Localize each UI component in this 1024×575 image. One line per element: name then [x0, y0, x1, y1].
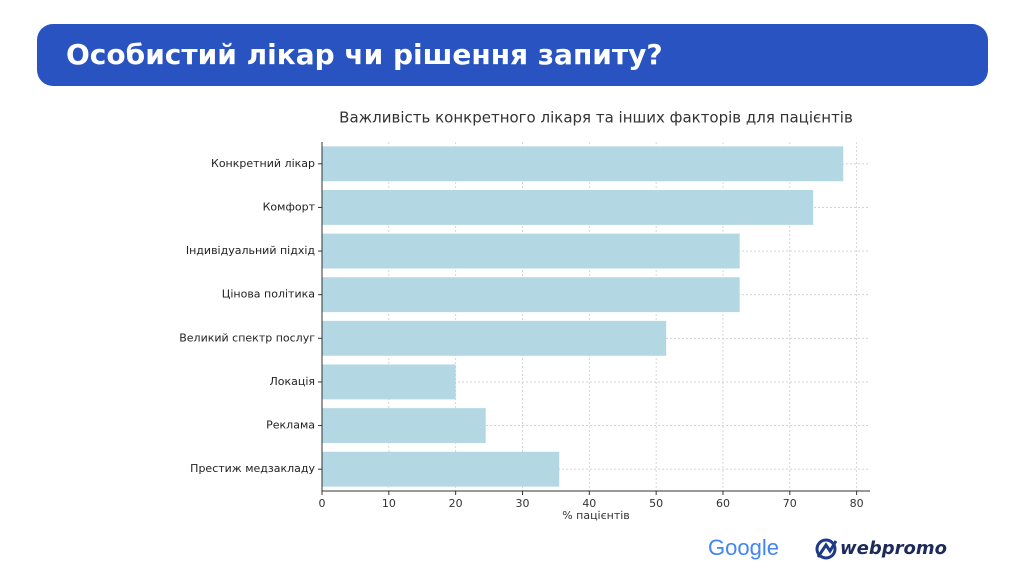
webpromo-logo: webpromo [840, 538, 947, 559]
bar [322, 364, 456, 400]
bar [322, 189, 814, 225]
x-tick-label: 80 [850, 497, 864, 510]
x-tick-label: 10 [382, 497, 396, 510]
y-tick-label: Престиж медзакладу [190, 462, 315, 475]
y-tick-label: Великий спектр послуг [179, 331, 315, 344]
slide-title: Особистий лікар чи рішення запиту? [66, 38, 663, 71]
chart-title: Важливість конкретного лікаря та інших ф… [339, 109, 853, 127]
y-tick-label: Реклама [266, 419, 315, 432]
x-tick-label: 20 [449, 497, 463, 510]
y-tick-label: Комфорт [263, 200, 316, 213]
y-tick-label: Цінова політика [222, 288, 315, 301]
x-tick-label: 0 [319, 497, 326, 510]
y-tick-label: Конкретний лікар [211, 157, 315, 170]
y-tick-label: Локація [269, 375, 315, 388]
header-bar [37, 24, 988, 86]
bar [322, 408, 486, 444]
bar [322, 320, 667, 356]
x-tick-label: 70 [783, 497, 797, 510]
bar [322, 233, 740, 269]
google-logo: Google [708, 535, 779, 560]
y-tick-label: Індивідуальний підхід [186, 244, 316, 257]
x-tick-label: 30 [515, 497, 529, 510]
x-axis-label: % пацієнтів [562, 509, 630, 522]
x-tick-label: 40 [582, 497, 596, 510]
x-tick-label: 60 [716, 497, 730, 510]
x-tick-label: 50 [649, 497, 663, 510]
bar [322, 451, 560, 487]
webpromo-icon [815, 538, 838, 560]
bar [322, 146, 844, 182]
bar [322, 277, 740, 313]
